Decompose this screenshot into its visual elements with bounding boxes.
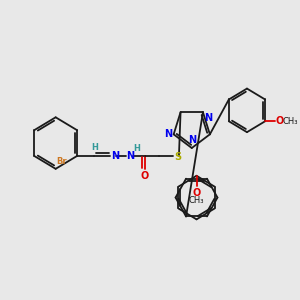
Text: S: S xyxy=(174,152,181,162)
Text: Br: Br xyxy=(57,157,67,166)
Text: O: O xyxy=(276,116,284,126)
Text: N: N xyxy=(111,151,119,161)
Text: O: O xyxy=(192,188,201,198)
Text: N: N xyxy=(204,113,212,123)
Text: CH₃: CH₃ xyxy=(189,196,204,205)
Text: N: N xyxy=(188,135,196,145)
Text: O: O xyxy=(140,171,149,181)
Text: H: H xyxy=(133,144,140,153)
Text: N: N xyxy=(127,151,135,161)
Text: N: N xyxy=(164,129,172,139)
Text: CH₃: CH₃ xyxy=(282,117,298,126)
Text: H: H xyxy=(91,143,98,152)
